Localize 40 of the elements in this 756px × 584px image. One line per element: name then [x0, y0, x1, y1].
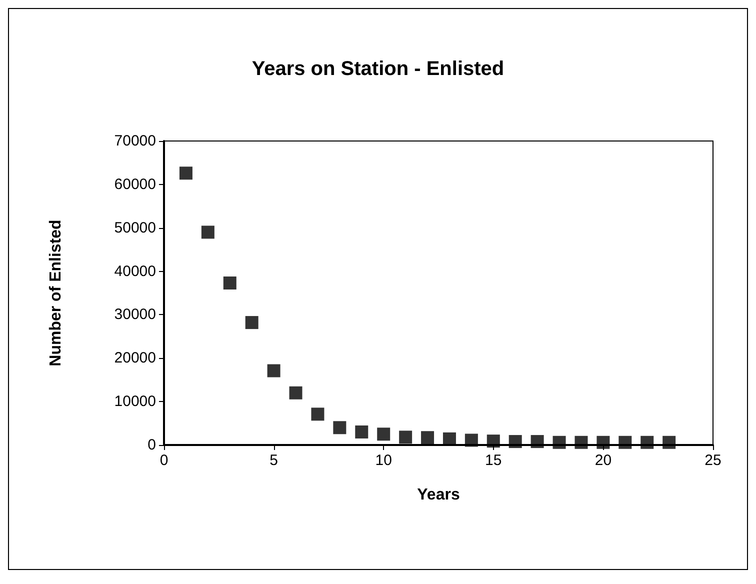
point	[530, 435, 544, 448]
point	[333, 421, 346, 434]
point	[355, 425, 368, 438]
point	[223, 276, 236, 290]
point	[442, 432, 456, 446]
point	[464, 434, 478, 447]
point	[377, 428, 390, 441]
point	[640, 436, 654, 449]
point	[289, 386, 302, 400]
y-tick-label: 10000	[114, 393, 156, 410]
x-tick-label: 25	[704, 452, 722, 469]
point	[618, 436, 632, 449]
y-tick-label: 40000	[114, 262, 156, 280]
y-axis-title: Number of Enlisted	[48, 220, 64, 366]
point	[267, 364, 280, 378]
point	[179, 166, 192, 180]
point	[486, 434, 500, 448]
point	[596, 436, 610, 449]
point	[399, 430, 412, 444]
x-axis-title: Years	[417, 486, 460, 504]
point	[311, 408, 324, 421]
x-tick-label: 5	[270, 452, 278, 469]
y-tick-label: 50000	[114, 219, 156, 236]
x-tick-label: 15	[485, 452, 502, 469]
point	[574, 436, 588, 449]
point	[201, 226, 214, 239]
x-tick-label: 20	[594, 452, 612, 469]
point	[662, 436, 676, 449]
y-tick-label: 0	[148, 436, 156, 454]
point	[245, 316, 258, 330]
point	[552, 436, 566, 449]
x-tick-label: 10	[375, 452, 392, 469]
y-tick-label: 60000	[114, 176, 156, 193]
y-tick-label: 30000	[114, 306, 156, 324]
y-tick-label: 20000	[114, 350, 156, 367]
chart-title: Years on Station - Enlisted	[252, 58, 504, 80]
point	[508, 435, 522, 448]
x-tick-label: 0	[160, 452, 168, 469]
point	[421, 431, 434, 444]
y-tick-label: 70000	[114, 132, 156, 150]
